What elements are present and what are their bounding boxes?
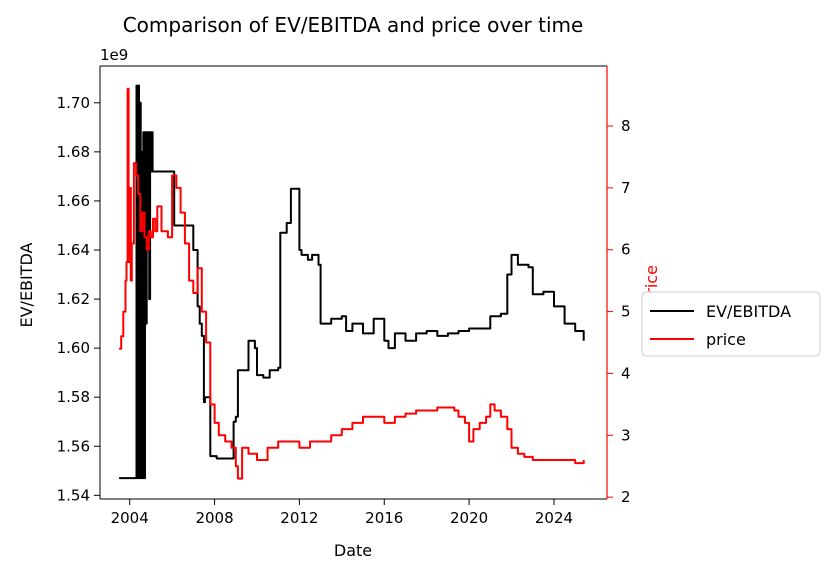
legend-label-ev-ebitda: EV/EBITDA: [706, 302, 791, 321]
y-left-tick-label: 1.60: [57, 339, 90, 357]
y-right-tick-label: 4: [621, 364, 631, 382]
legend: EV/EBITDA price: [641, 291, 821, 357]
x-tick-label: 2024: [535, 509, 573, 527]
chart-title: Comparison of EV/EBITDA and price over t…: [123, 13, 584, 37]
series-layer: [119, 84, 585, 480]
y-right-tick-label: 8: [621, 117, 631, 135]
y-left-tick-label: 1.64: [57, 241, 90, 259]
y-left-tick-label: 1.70: [57, 94, 90, 112]
x-tick-label: 2008: [195, 509, 233, 527]
y-axis-label-left: EV/EBITDA: [17, 242, 36, 327]
y-left-tick-label: 1.66: [57, 192, 90, 210]
series-line-price: [119, 87, 585, 480]
axis-layer: 2004 2008 2012 2016 2020 2024 1.54 1.56 1.58 1.60…: [57, 94, 631, 527]
legend-label-price: price: [706, 330, 746, 349]
y-left-tick-label: 1.62: [57, 290, 90, 308]
y-right-tick-label: 3: [621, 426, 631, 444]
y-left-tick-label: 1.54: [57, 486, 90, 504]
x-tick-label: 2004: [111, 509, 149, 527]
x-tick-label: 2012: [280, 509, 318, 527]
y-left-tick-label: 1.56: [57, 437, 90, 455]
y-left-tick-label: 1.58: [57, 388, 90, 406]
plot-frame: [99, 65, 608, 500]
left-axis-offset-label: 1e9: [100, 46, 128, 64]
y-right-tick-label: 2: [621, 488, 631, 506]
y-right-tick-label: 7: [621, 179, 631, 197]
y-right-tick-label: 5: [621, 303, 631, 321]
x-axis-label: Date: [334, 541, 372, 560]
x-tick-label: 2016: [365, 509, 403, 527]
y-right-tick-label: 6: [621, 241, 631, 259]
y-left-tick-label: 1.68: [57, 143, 90, 161]
x-tick-label: 2020: [450, 509, 488, 527]
series-line-ev-ebitda: [119, 84, 585, 480]
